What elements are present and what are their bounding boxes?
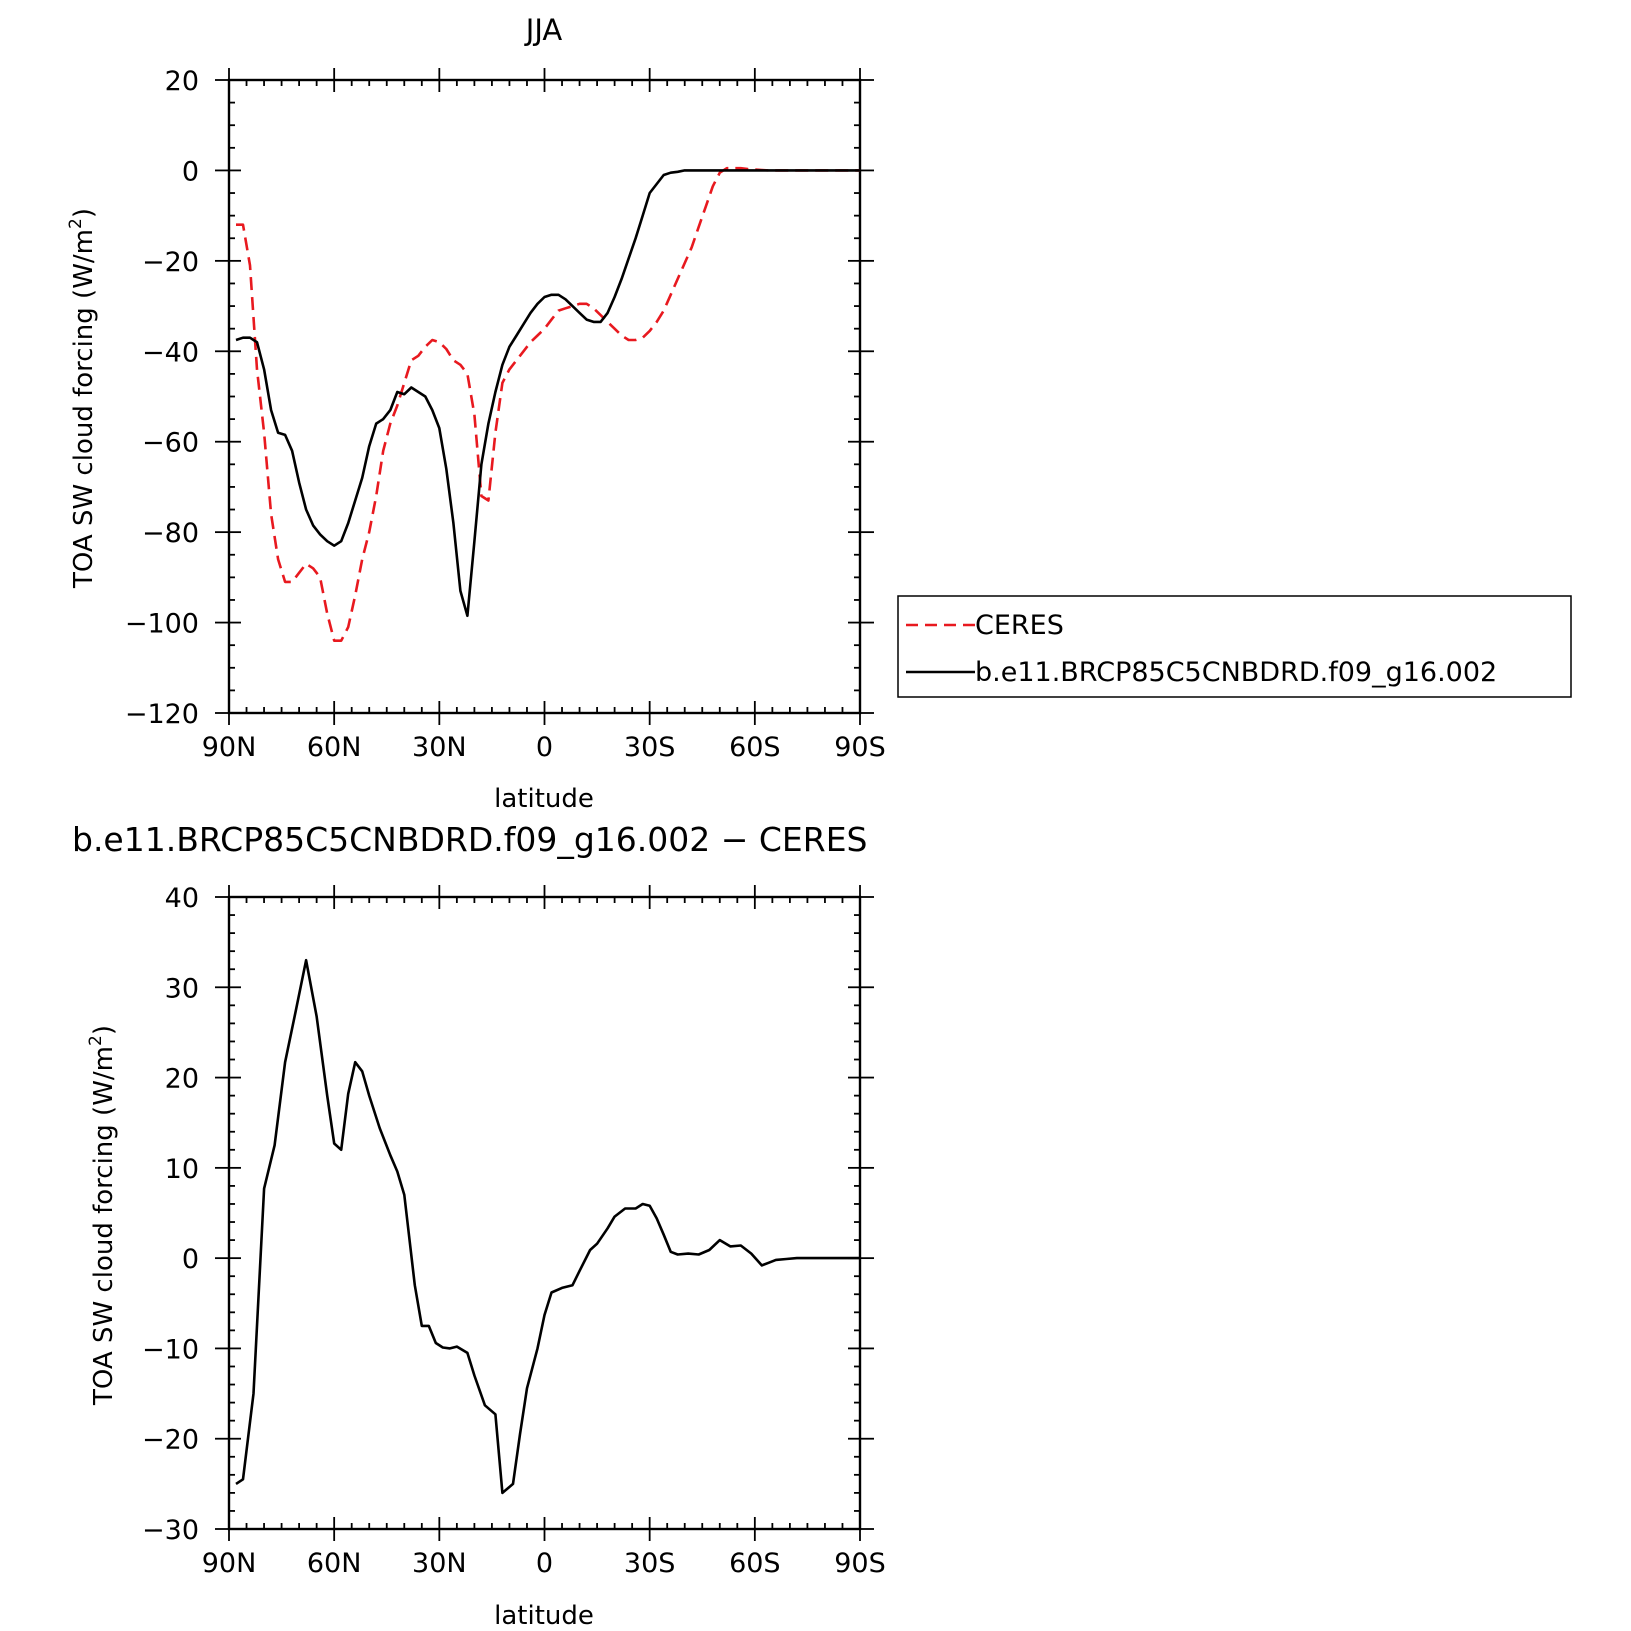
top-y-tick-label: −80 xyxy=(142,518,199,549)
bottom-y-tick-label: −30 xyxy=(142,1515,199,1546)
bottom-y-tick-label: 10 xyxy=(165,1154,199,1185)
top-y-tick-label: −20 xyxy=(142,247,199,278)
bottom-y-tick-label: 20 xyxy=(165,1064,199,1095)
top-plot-frame xyxy=(227,78,862,715)
legend-box xyxy=(897,595,1572,698)
top-chart-title: JJA xyxy=(524,13,563,47)
top-x-tick-label: 90S xyxy=(834,732,886,763)
bottom-y-tick-label: 30 xyxy=(165,973,199,1004)
top-plot-area: 90N 60N 30N 0 30S 60S 90S 20 0 −20 −40 −60 −80 −100 −1… xyxy=(125,66,886,763)
top-x-tick-label: 60N xyxy=(307,732,362,763)
top-x-tick-label: 90N xyxy=(202,732,257,763)
top-x-tick-label: 30S xyxy=(624,732,676,763)
top-ceres-series-line xyxy=(236,166,860,643)
bottom-x-tick-label: 60N xyxy=(307,1548,362,1579)
top-x-axis-label: latitude xyxy=(494,784,594,814)
legend-ceres-label: CERES xyxy=(975,610,1064,641)
bottom-plot-area: 90N 60N 30N 0 30S 60S 90S 40 30 20 10 0 −10 −20 −30 xyxy=(142,883,886,1579)
bottom-x-tick-label: 60S xyxy=(729,1548,781,1579)
top-y-axis-label: TOA SW cloud forcing (W/m2) xyxy=(66,208,99,589)
top-y-tick-label: −100 xyxy=(125,609,199,640)
top-panel: JJA 90N 60N 30N 0 30S 60S 90S 20 0 −20 −40 −60 −80 −1… xyxy=(66,13,886,814)
bottom-y-axis-label: TOA SW cloud forcing (W/m2) xyxy=(86,1025,119,1406)
top-model-series-line xyxy=(235,169,860,618)
bottom-x-axis-label: latitude xyxy=(494,1601,594,1631)
legend: CERES b.e11.BRCP85C5CNBDRD.f09_g16.002 xyxy=(897,595,1572,698)
top-x-tick-label: 60S xyxy=(729,732,781,763)
bottom-y-tick-label: 40 xyxy=(165,883,199,914)
bottom-x-tick-label: 30N xyxy=(412,1548,467,1579)
bottom-x-tick-label: 30S xyxy=(624,1548,676,1579)
bottom-chart-title: b.e11.BRCP85C5CNBDRD.f09_g16.002 − CERES xyxy=(72,820,868,859)
top-y-tick-label: 0 xyxy=(182,156,199,187)
top-x-tick-label: 30N xyxy=(412,732,467,763)
top-y-tick-label: −40 xyxy=(142,337,199,368)
bottom-y-tick-label: −20 xyxy=(142,1425,199,1456)
bottom-x-tick-label: 90N xyxy=(202,1548,257,1579)
legend-model-label: b.e11.BRCP85C5CNBDRD.f09_g16.002 xyxy=(975,657,1497,688)
bottom-y-tick-label: 0 xyxy=(182,1244,199,1275)
bottom-difference-series-line xyxy=(235,958,860,1495)
bottom-panel: b.e11.BRCP85C5CNBDRD.f09_g16.002 − CERES… xyxy=(72,820,886,1631)
top-x-tick-label: 0 xyxy=(536,732,553,763)
top-y-tick-label: −120 xyxy=(125,699,199,730)
bottom-x-tick-label: 90S xyxy=(834,1548,886,1579)
bottom-plot-frame xyxy=(227,895,862,1531)
top-y-tick-label: −60 xyxy=(142,428,199,459)
top-y-tick-label: 20 xyxy=(165,66,199,97)
bottom-y-tick-label: −10 xyxy=(142,1334,199,1365)
bottom-x-tick-label: 0 xyxy=(536,1548,553,1579)
